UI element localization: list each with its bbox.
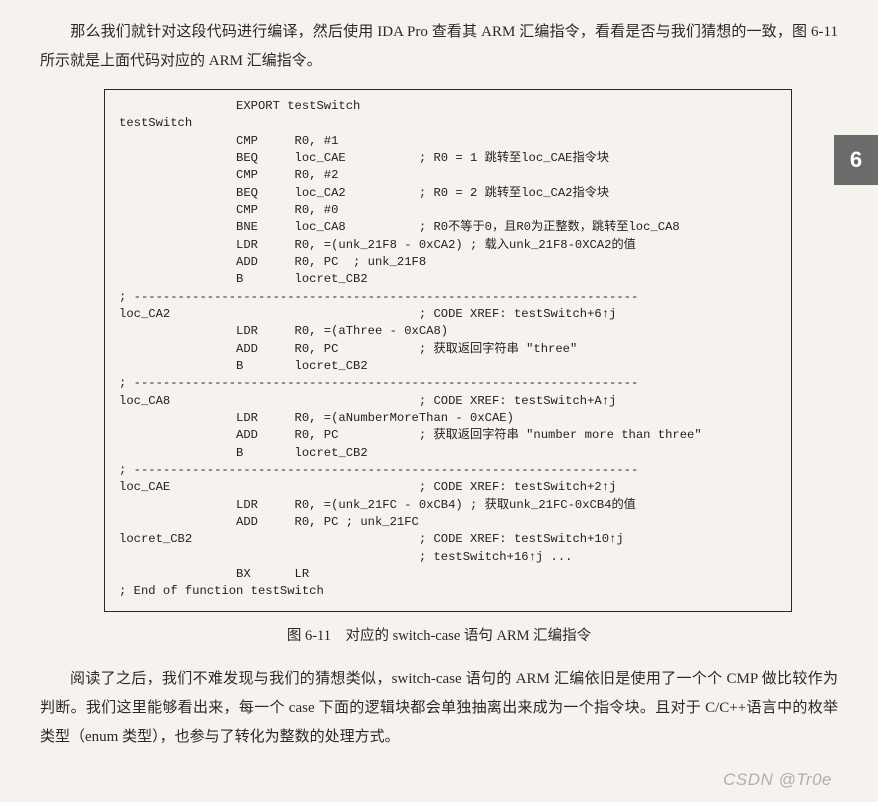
asm-line: ADD R0, PC ; unk_21F8 xyxy=(119,254,777,271)
asm-line: LDR R0, =(unk_21F8 - 0xCA2) ; 载入unk_21F8… xyxy=(119,237,777,254)
asm-line: BX LR xyxy=(119,566,777,583)
asm-line: B locret_CB2 xyxy=(119,445,777,462)
asm-line: loc_CAE ; CODE XREF: testSwitch+2↑j xyxy=(119,479,777,496)
asm-line: LDR R0, =(aNumberMoreThan - 0xCAE) xyxy=(119,410,777,427)
asm-line: ; testSwitch+16↑j ... xyxy=(119,549,777,566)
asm-line: CMP R0, #2 xyxy=(119,167,777,184)
intro-paragraph: 那么我们就针对这段代码进行编译，然后使用 IDA Pro 查看其 ARM 汇编指… xyxy=(40,18,838,75)
asm-line: ADD R0, PC ; unk_21FC xyxy=(119,514,777,531)
asm-line: B locret_CB2 xyxy=(119,358,777,375)
chapter-tab: 6 xyxy=(834,135,878,185)
asm-line: CMP R0, #1 xyxy=(119,133,777,150)
asm-line: loc_CA2 ; CODE XREF: testSwitch+6↑j xyxy=(119,306,777,323)
assembly-listing: EXPORT testSwitch testSwitch CMP R0, #1 … xyxy=(104,89,792,612)
asm-line: loc_CA8 ; CODE XREF: testSwitch+A↑j xyxy=(119,393,777,410)
asm-line: ; End of function testSwitch xyxy=(119,583,777,600)
asm-line: locret_CB2 ; CODE XREF: testSwitch+10↑j xyxy=(119,531,777,548)
chapter-number: 6 xyxy=(850,147,862,173)
asm-line: LDR R0, =(unk_21FC - 0xCB4) ; 获取unk_21FC… xyxy=(119,497,777,514)
asm-line: B locret_CB2 xyxy=(119,271,777,288)
asm-line: testSwitch xyxy=(119,115,777,132)
asm-separator: ; --------------------------------------… xyxy=(119,462,777,479)
asm-separator: ; --------------------------------------… xyxy=(119,375,777,392)
asm-separator: ; --------------------------------------… xyxy=(119,289,777,306)
asm-line: CMP R0, #0 xyxy=(119,202,777,219)
asm-line: ADD R0, PC ; 获取返回字符串 "number more than t… xyxy=(119,427,777,444)
asm-line: ADD R0, PC ; 获取返回字符串 "three" xyxy=(119,341,777,358)
watermark: CSDN @Tr0e xyxy=(723,770,832,790)
asm-line: BEQ loc_CAE ; R0 = 1 跳转至loc_CAE指令块 xyxy=(119,150,777,167)
asm-line: BEQ loc_CA2 ; R0 = 2 跳转至loc_CA2指令块 xyxy=(119,185,777,202)
closing-paragraph: 阅读了之后，我们不难发现与我们的猜想类似，switch-case 语句的 ARM… xyxy=(40,665,838,753)
intro-text: 那么我们就针对这段代码进行编译，然后使用 IDA Pro 查看其 ARM 汇编指… xyxy=(40,24,838,69)
asm-line: EXPORT testSwitch xyxy=(119,98,777,115)
figure-caption: 图 6-11 对应的 switch-case 语句 ARM 汇编指令 xyxy=(40,624,838,645)
asm-line: LDR R0, =(aThree - 0xCA8) xyxy=(119,323,777,340)
asm-line: BNE loc_CA8 ; R0不等于0，且R0为正整数，跳转至loc_CA8 xyxy=(119,219,777,236)
